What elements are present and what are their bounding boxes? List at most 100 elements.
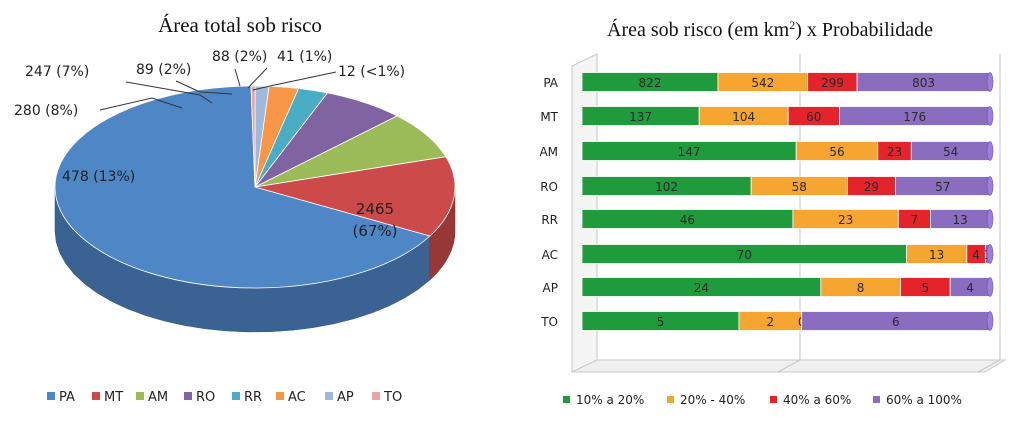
bar-legend-label: 40% a 60% <box>783 393 851 407</box>
pie-leader-line <box>252 71 337 91</box>
bar-row-ac: AC701341 <box>542 244 994 264</box>
pie-legend-swatch <box>92 392 100 400</box>
pie-legend-item-pa: PA <box>47 390 75 405</box>
pie-chart: Área total sob risco 2465(67%)478 (13%)2… <box>14 13 456 405</box>
pie-slice-mt <box>254 156 456 237</box>
bar-row-pa: PA 822 542 299 803 <box>543 72 994 92</box>
bar-legend-item: 10% a 20% <box>563 393 644 407</box>
pie-label-percent: (67%) <box>352 222 397 240</box>
bar-value-label: 2 <box>766 315 774 329</box>
pie-legend-swatch <box>325 392 333 400</box>
bar-row-am: AM 147 56 23 54 <box>539 141 994 161</box>
pie-label-ac: 88 (2%) <box>212 49 267 65</box>
bar-value-label: 13 <box>953 213 968 227</box>
bar-legend-swatch <box>873 396 880 403</box>
bar-value-label: 13 <box>929 248 944 262</box>
bar-value-label: 104 <box>732 110 755 124</box>
pie-label-am: 280 (8%) <box>14 103 78 119</box>
bar-category-label: AC <box>542 248 558 262</box>
pie-leader-line <box>125 81 213 104</box>
pie-legend-label: RR <box>244 390 262 405</box>
bar-category-label: TO <box>540 315 558 329</box>
bar-value-label: 822 <box>639 76 662 90</box>
bar-row-mt: MT 137 104 60 176 <box>540 106 994 126</box>
bar-row-rr: RR 46 23 7 13 <box>541 209 994 229</box>
pie-label-ro: 247 (7%) <box>25 64 89 80</box>
bar-end-cap <box>986 141 994 161</box>
bar-value-label: 8 <box>857 281 865 295</box>
bar-value-label: 54 <box>943 145 958 159</box>
pie-data-labels: 2465 (67%) 478 (13%) 280 (8%) 247 (7%) 89 (2%… <box>14 49 405 240</box>
pie-legend-swatch <box>47 392 55 400</box>
bar-value-label: 6 <box>892 315 900 329</box>
bar-value-label: 7 <box>911 213 919 227</box>
bar-value-label: 147 <box>678 145 701 159</box>
bar-value-label: 176 <box>903 110 926 124</box>
bar-chart-title: Área sob risco (em km2) x Probabilidade <box>607 18 933 41</box>
bar-legend-label: 20% - 40% <box>680 393 745 407</box>
pie-legend-swatch <box>136 392 144 400</box>
pie-legend-label: RO <box>196 390 215 405</box>
pie-legend-label: AC <box>288 390 306 405</box>
bar-value-label: 5 <box>921 281 929 295</box>
bar-value-label: 46 <box>680 213 695 227</box>
bar-legend-item: 40% a 60% <box>770 393 851 407</box>
bar-category-label: RO <box>540 180 558 194</box>
pie-label-rr: 89 (2%) <box>136 62 191 78</box>
pie-legend-label: PA <box>59 390 75 405</box>
pie-label-value: 2465 <box>356 200 394 218</box>
bar-value-label: 5 <box>657 315 665 329</box>
bar-value-label: 299 <box>821 76 844 90</box>
bar-category-label: RR <box>541 213 558 227</box>
pie-leader-line <box>99 97 183 111</box>
pie-legend-swatch <box>276 392 284 400</box>
pie-legend-item-mt: MT <box>92 390 123 405</box>
bar-value-label: 23 <box>838 213 853 227</box>
bar-category-label: AM <box>539 145 558 159</box>
bar-value-label: 24 <box>694 281 709 295</box>
pie-legend-item-ro: RO <box>184 390 215 405</box>
bar-row-to: TO5206 <box>540 311 994 331</box>
bar-category-label: MT <box>540 110 558 124</box>
bar-end-cap <box>986 277 994 297</box>
bar-end-cap <box>986 72 994 92</box>
pie-label-mt: 478 (13%) <box>62 169 135 185</box>
bar-legend: 10% a 20% 20% - 40% 40% a 60% 60% a 100% <box>563 393 962 407</box>
bar-legend-swatch <box>563 396 570 403</box>
bar-value-label: 542 <box>751 76 774 90</box>
pie-legend-swatch <box>232 392 240 400</box>
pie-label-pa: 2465 (67%) <box>352 200 397 240</box>
pie-legend-label: AM <box>148 390 168 405</box>
bar-value-label: 29 <box>864 180 879 194</box>
pie-legend-item-ap: AP <box>325 390 354 405</box>
pie-legend-label: TO <box>383 390 402 405</box>
bar-value-label: 58 <box>792 180 807 194</box>
pie-leader-line <box>234 68 241 87</box>
bar-category-label: PA <box>543 76 558 90</box>
bar-value-label: 56 <box>829 145 844 159</box>
bar-value-label: 137 <box>629 110 652 124</box>
bar-value-label: 4 <box>972 248 980 262</box>
pie-legend-item-to: TO <box>372 390 402 405</box>
bar-value-label: 57 <box>935 180 950 194</box>
pie-slice-pa <box>54 85 431 289</box>
pie-legend-item-ac: AC <box>276 390 306 405</box>
bar-value-label: 60 <box>806 110 821 124</box>
bar-end-cap <box>986 311 994 331</box>
bar-legend-swatch <box>667 396 674 403</box>
bar-legend-item: 20% - 40% <box>667 393 745 407</box>
pie-legend-item-am: AM <box>136 390 168 405</box>
pie-leader-line <box>247 67 268 89</box>
bar-value-label: 70 <box>737 248 752 262</box>
bar-end-cap <box>986 176 994 196</box>
pie-legend-item-rr: RR <box>232 390 262 405</box>
bar-gridline-foot <box>977 359 1001 373</box>
pie-label-to: 12 (<1%) <box>338 64 405 80</box>
pie-legend-label: MT <box>104 390 123 405</box>
bar-chart: Área sob risco (em km2) x Probabilidade … <box>539 18 1007 407</box>
bar-legend-swatch <box>770 396 777 403</box>
bar-category-label: AP <box>543 281 558 295</box>
bar-value-label: 23 <box>887 145 902 159</box>
